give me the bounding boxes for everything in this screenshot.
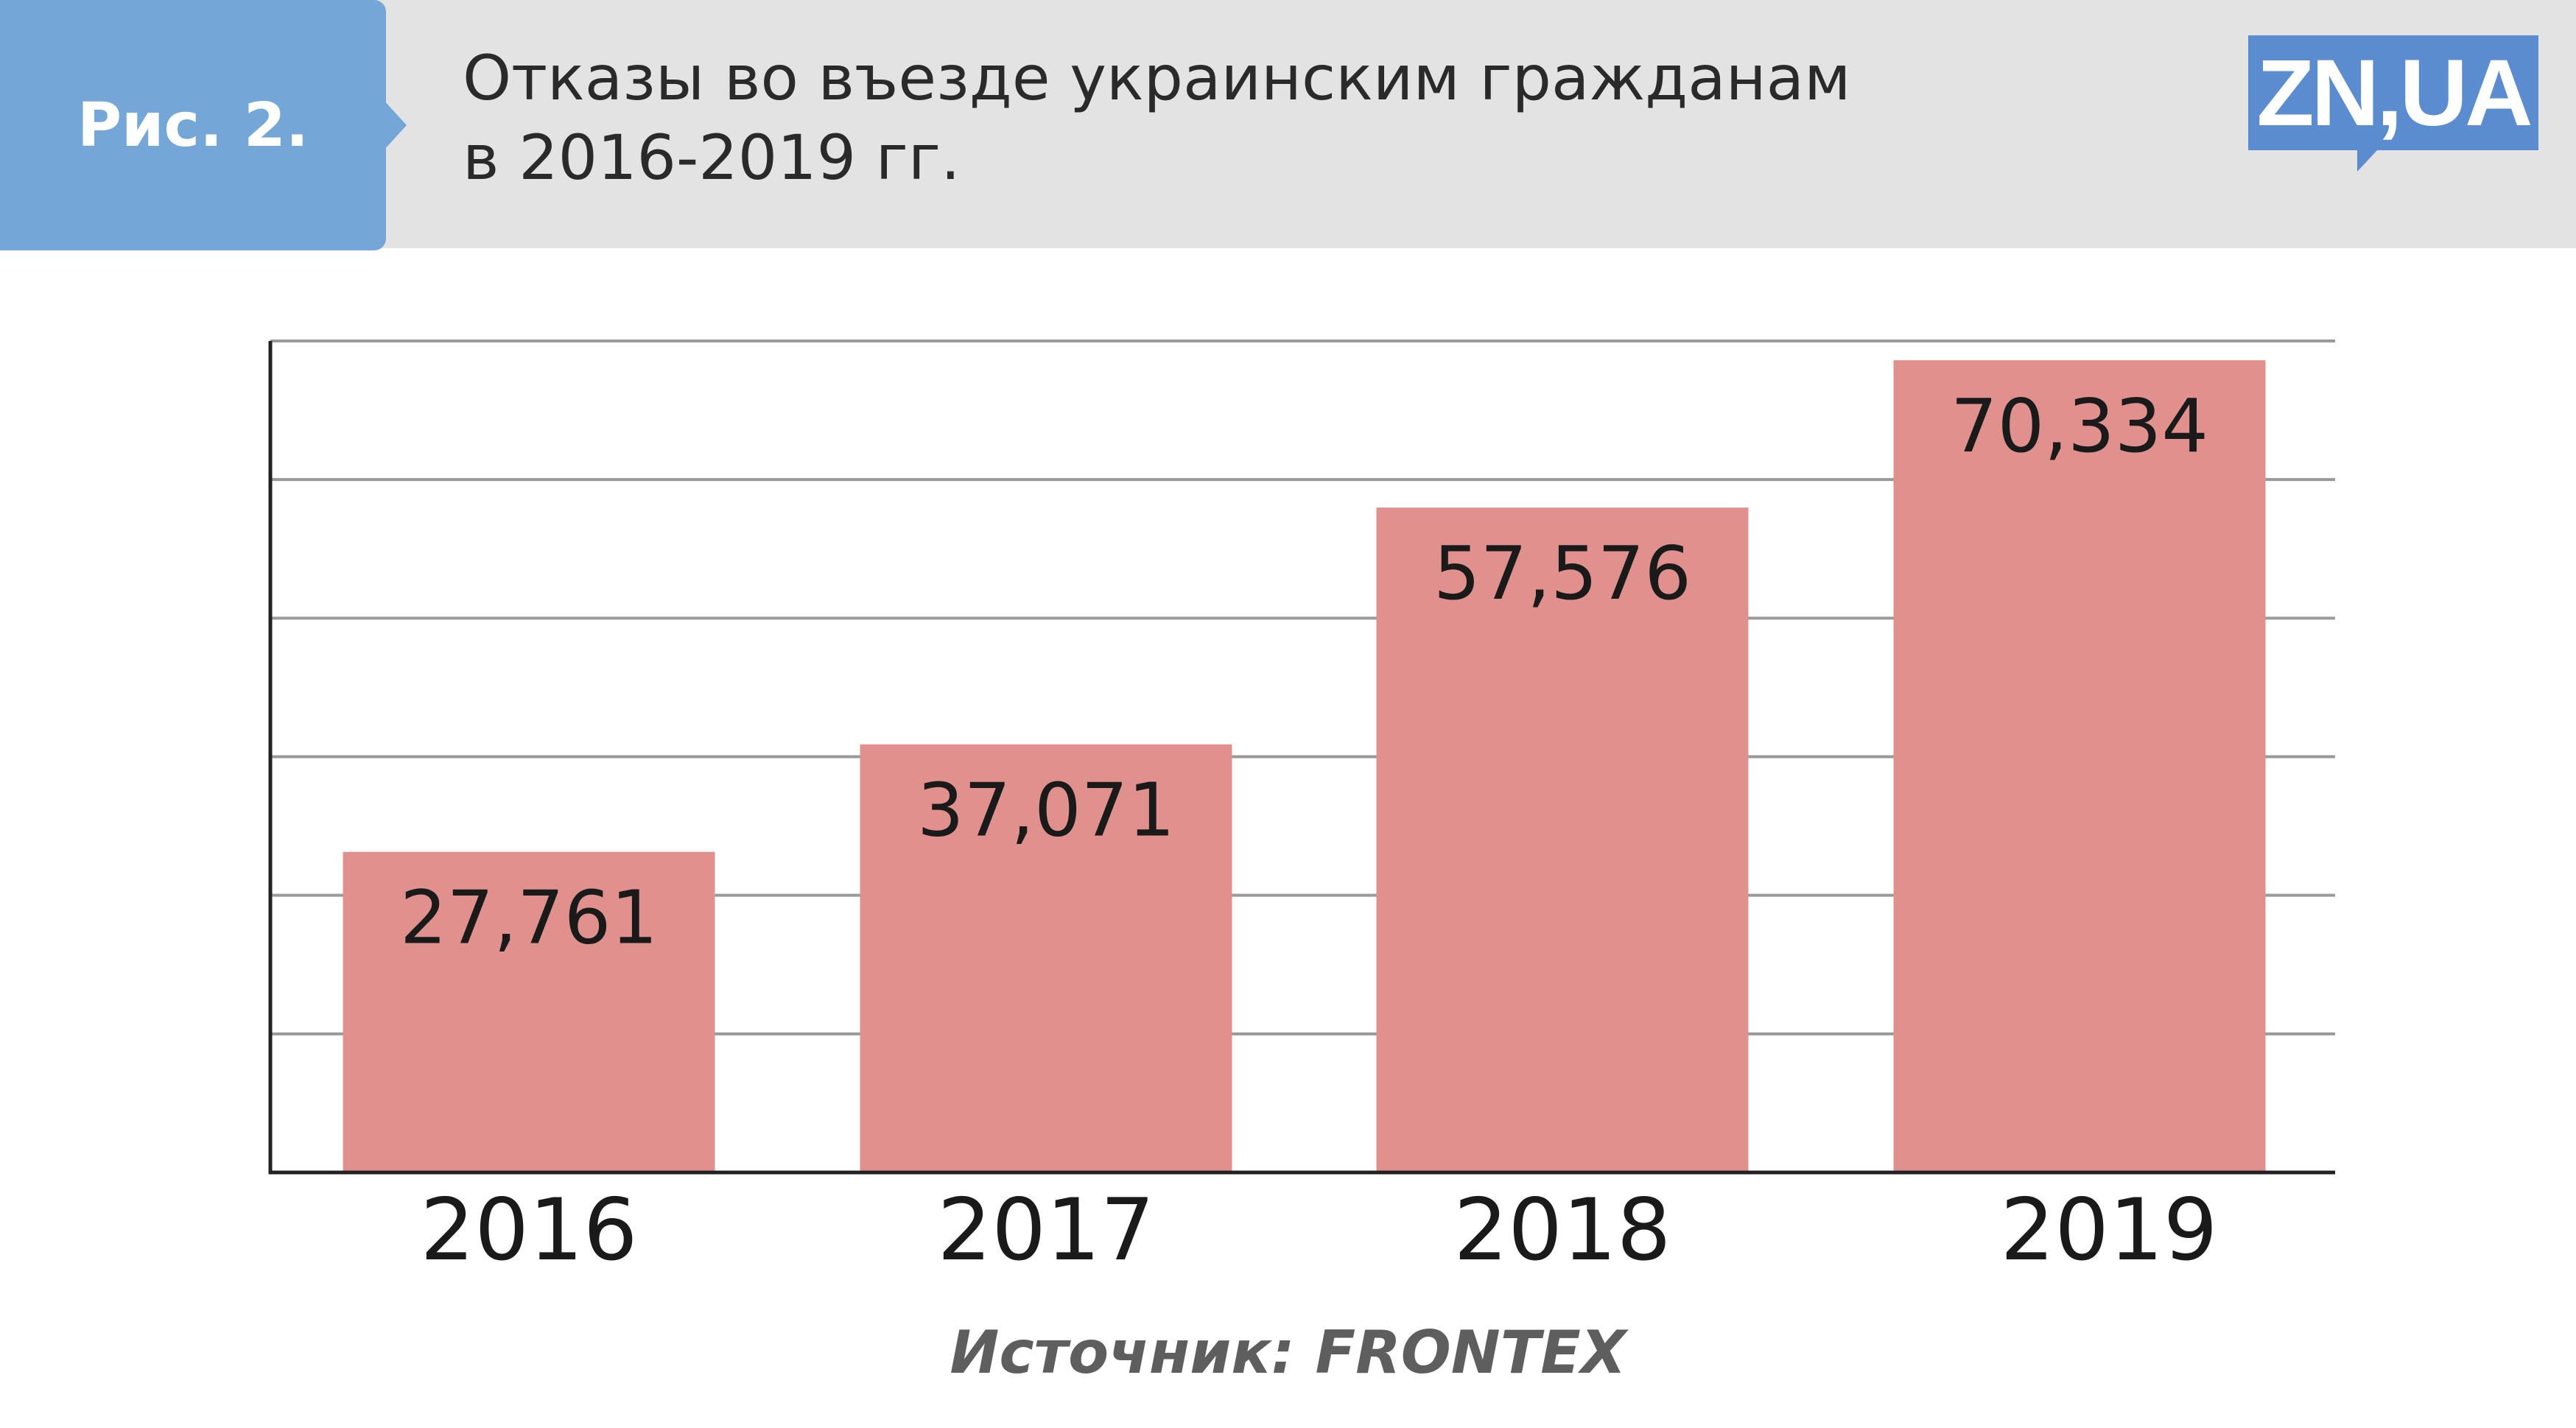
x-tick-label-2019: 2019 [2000, 1181, 2217, 1280]
data-label-2017: 37,071 [917, 767, 1175, 854]
chart-title-line-2: в 2016-2019 гг. [463, 122, 961, 194]
figure-badge: Рис. 2. [0, 0, 386, 250]
bar-2019 [1893, 360, 2266, 1173]
figure-label: Рис. 2. [77, 90, 309, 161]
x-tick-label-2016: 2016 [420, 1181, 637, 1280]
data-label-2019: 70,334 [1951, 383, 2208, 469]
logo-background [2248, 35, 2538, 150]
data-label-2016: 27,761 [400, 875, 658, 961]
chart-title-line-1: Отказы во въезде украинским гражданам [463, 42, 1851, 114]
zn-ua-logo: ZN,UA [2256, 40, 2533, 146]
bar-2018 [1376, 507, 1749, 1172]
bar-2017 [860, 744, 1232, 1172]
x-tick-label-2017: 2017 [937, 1181, 1154, 1280]
data-label-2018: 57,576 [1433, 530, 1691, 616]
source-note: Источник: FRONTEX [950, 1318, 1626, 1387]
bar-2016 [343, 851, 715, 1172]
figure-badge-pointer [383, 99, 407, 151]
x-tick-label-2018: 2018 [1453, 1181, 1671, 1280]
logo-speech-tail [2357, 150, 2378, 172]
header-band [0, 0, 2576, 248]
chart-title: Отказы во въезде украинским гражданам в … [463, 38, 2157, 197]
